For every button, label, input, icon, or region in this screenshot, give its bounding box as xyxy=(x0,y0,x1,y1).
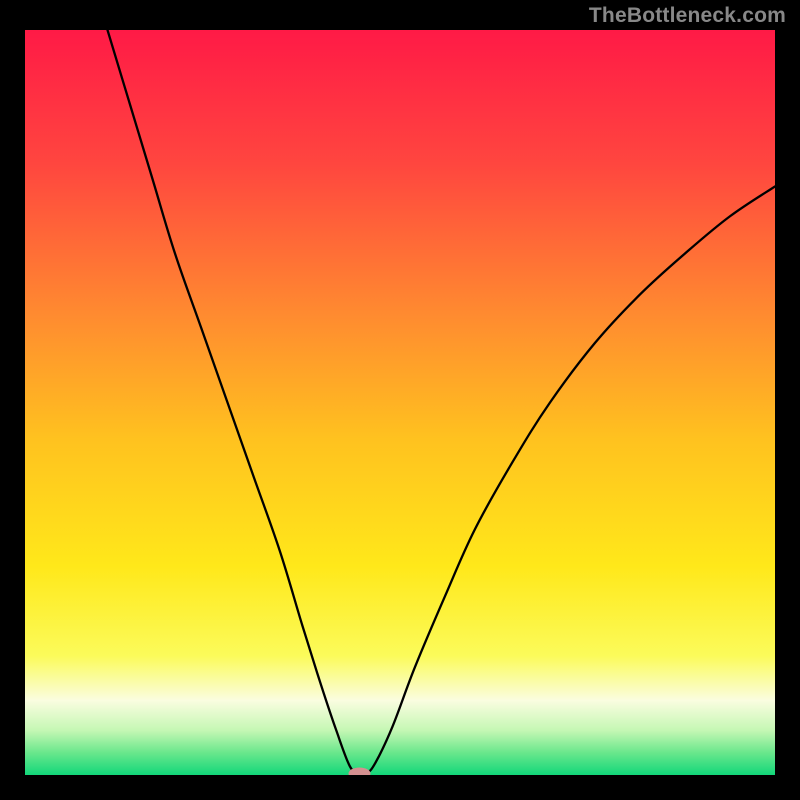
watermark-text: TheBottleneck.com xyxy=(589,4,786,28)
chart-frame: TheBottleneck.com xyxy=(0,0,800,800)
plot-area xyxy=(25,30,775,775)
chart-svg xyxy=(25,30,775,775)
chart-background xyxy=(25,30,775,775)
